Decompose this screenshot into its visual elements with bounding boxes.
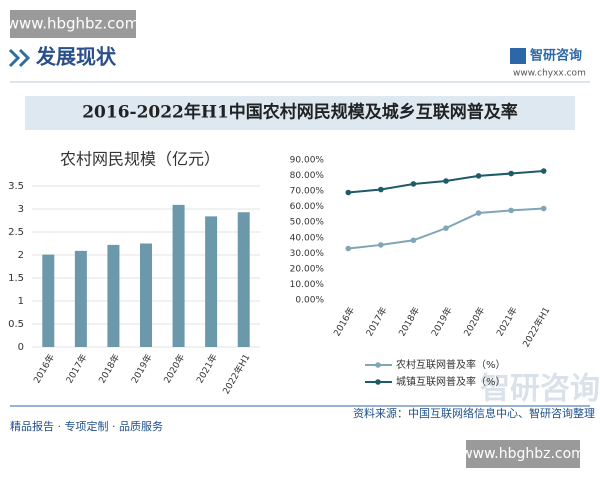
slogan: 精品报告 · 专项定制 · 品质服务	[10, 419, 163, 433]
chart-title: 农村网民规模（亿元）	[60, 150, 220, 169]
watermark: www.hbghbz.com	[7, 15, 139, 33]
legend-label: 城镇互联网普及率（%）	[396, 375, 506, 388]
brand: 智研咨询	[530, 48, 582, 64]
x-tick-label: 2020年	[461, 305, 487, 339]
y-tick-label: 20.00%	[290, 264, 325, 274]
x-tick-label: 2021年	[194, 352, 220, 386]
x-tick-label: 2021年	[494, 305, 520, 339]
watermark-box	[466, 440, 580, 468]
bar	[107, 244, 120, 347]
y-tick-label: 2	[18, 250, 24, 261]
point	[540, 205, 547, 212]
y-tick-label: 1	[18, 296, 24, 307]
bar	[237, 212, 250, 347]
point	[410, 237, 417, 244]
point	[443, 178, 449, 184]
x-tick-label: 2019年	[128, 352, 154, 386]
x-tick-label: 2019年	[428, 305, 454, 339]
point	[410, 181, 417, 187]
point	[345, 189, 352, 196]
point	[378, 186, 384, 193]
point	[508, 170, 514, 177]
bar	[42, 254, 55, 347]
point	[443, 225, 449, 231]
point	[475, 173, 482, 179]
x-tick-label: 2016年	[31, 352, 57, 386]
y-tick-label: 3.5	[8, 181, 24, 192]
legend-label: 农村互联网普及率（%）	[396, 358, 506, 371]
point	[475, 210, 482, 216]
legend-marker	[375, 362, 381, 368]
big-brand: 智研咨询	[480, 372, 600, 407]
x-tick-label: 2018年	[96, 352, 122, 386]
x-tick-label: 2022年H1	[520, 305, 553, 349]
bar	[205, 216, 218, 347]
watermark-box	[10, 10, 136, 38]
bar	[140, 243, 152, 347]
y-tick-label: 30.00%	[290, 249, 325, 259]
point	[540, 168, 547, 174]
y-tick-label: 70.00%	[290, 187, 325, 197]
brand-url: www.chyxx.com	[513, 69, 586, 79]
y-tick-label: 2.5	[8, 227, 24, 238]
y-tick-label: 80.00%	[290, 171, 325, 181]
y-tick-label: 40.00%	[290, 233, 325, 243]
point	[378, 242, 384, 248]
watermark: www.hbghbz.com	[461, 446, 585, 462]
logo-icon	[510, 48, 526, 64]
x-tick-label: 2017年	[63, 352, 89, 386]
y-tick-label: 3	[18, 204, 24, 215]
x-tick-label: 2018年	[396, 305, 422, 339]
x-tick-label: 2022年H1	[220, 352, 253, 396]
chevron-icon	[8, 48, 31, 68]
bar	[74, 250, 87, 347]
y-tick-label: 0.5	[8, 319, 24, 330]
y-tick-label: 90.00%	[290, 156, 325, 166]
x-tick-label: 2017年	[363, 305, 389, 339]
title-band	[25, 96, 575, 130]
main-title: 2016-2022年H1中国农村网民规模及城乡互联网普及率	[82, 102, 518, 123]
section-title: 发展现状	[35, 45, 117, 69]
source: 资料来源：中国互联网络信息中心、智研咨询整理	[353, 406, 595, 420]
y-tick-label: 60.00%	[290, 202, 325, 212]
point	[345, 245, 352, 252]
y-tick-label: 50.00%	[290, 218, 325, 228]
point	[508, 207, 514, 214]
x-tick-label: 2020年	[161, 352, 187, 386]
y-tick-label: 1.5	[8, 273, 24, 284]
y-tick-label: 0.00%	[295, 296, 324, 306]
legend-marker	[375, 379, 381, 385]
bar	[172, 204, 185, 347]
y-tick-label: 10.00%	[290, 280, 325, 290]
y-tick-label: 0	[18, 342, 24, 353]
x-tick-label: 2016年	[331, 305, 357, 339]
